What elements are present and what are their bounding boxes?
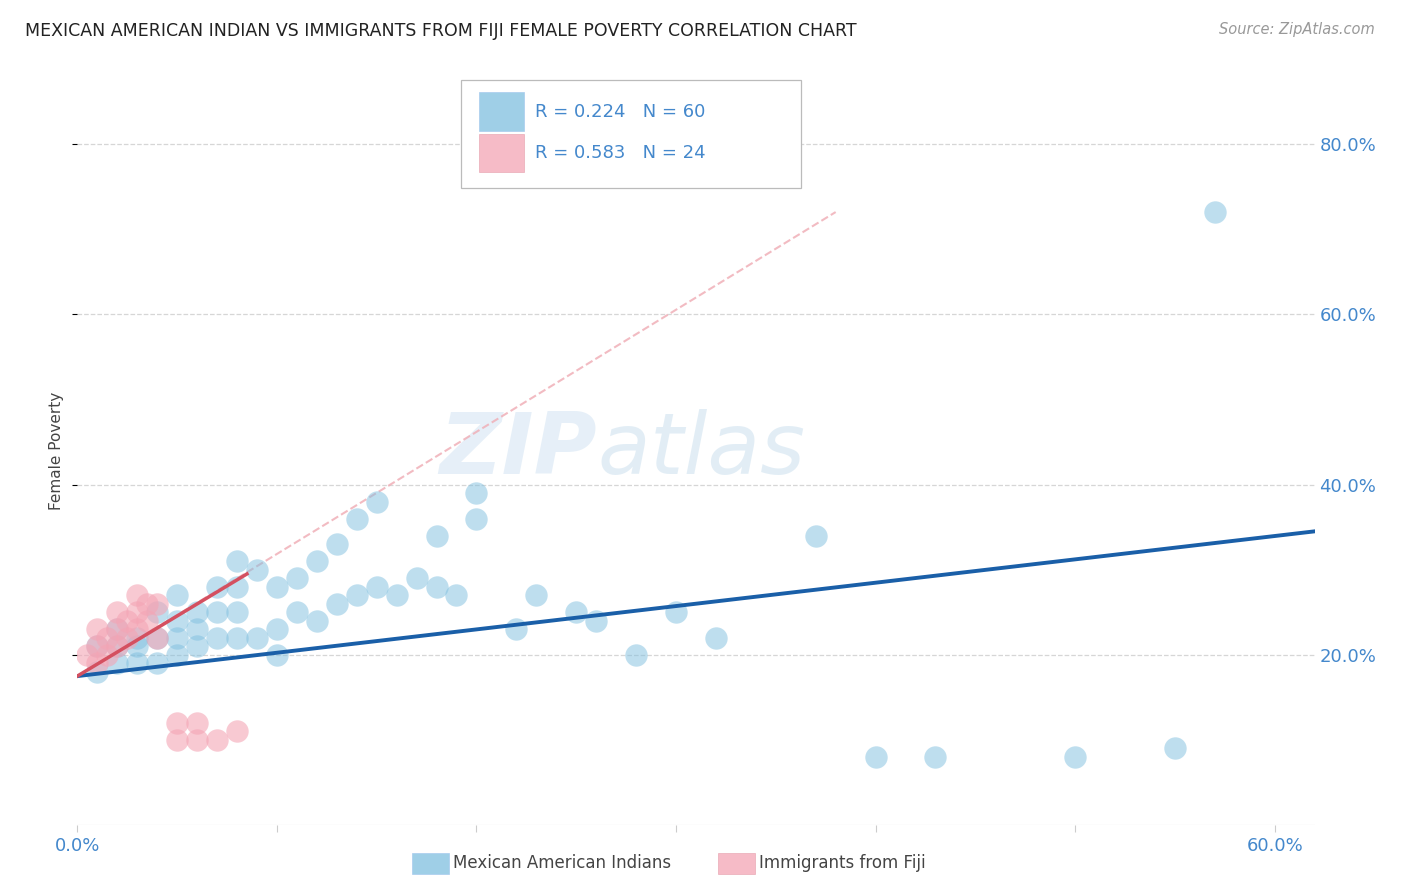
Point <box>127 631 149 645</box>
Point <box>205 631 228 645</box>
Point <box>86 622 108 636</box>
Point <box>804 528 827 542</box>
Point <box>105 622 128 636</box>
Point <box>505 622 527 636</box>
Point <box>585 614 607 628</box>
Point <box>1164 741 1187 756</box>
Point <box>326 597 349 611</box>
Point <box>166 648 188 662</box>
Text: Mexican American Indians: Mexican American Indians <box>453 855 671 872</box>
Point <box>136 614 159 628</box>
Point <box>205 580 228 594</box>
Point <box>96 631 118 645</box>
Point <box>226 631 249 645</box>
Point <box>226 605 249 619</box>
Point <box>146 657 169 671</box>
Point <box>105 605 128 619</box>
Text: R = 0.583   N = 24: R = 0.583 N = 24 <box>536 144 706 162</box>
Point <box>704 631 727 645</box>
Point <box>405 571 427 585</box>
Point <box>226 724 249 739</box>
Point <box>127 605 149 619</box>
Point <box>166 733 188 747</box>
Point <box>86 640 108 654</box>
Point <box>266 622 288 636</box>
FancyBboxPatch shape <box>479 92 524 131</box>
Point <box>76 648 98 662</box>
Point <box>465 486 488 500</box>
Point <box>186 733 208 747</box>
Point <box>226 554 249 568</box>
Point <box>105 622 128 636</box>
Point <box>146 605 169 619</box>
Point <box>246 563 269 577</box>
Point <box>205 733 228 747</box>
Point <box>166 588 188 602</box>
Point <box>115 614 138 628</box>
Point <box>96 648 118 662</box>
Text: atlas: atlas <box>598 409 806 492</box>
Point <box>146 631 169 645</box>
Point <box>246 631 269 645</box>
Point <box>166 715 188 730</box>
Point <box>127 622 149 636</box>
Text: Immigrants from Fiji: Immigrants from Fiji <box>759 855 927 872</box>
Point <box>425 528 447 542</box>
Point <box>86 640 108 654</box>
FancyBboxPatch shape <box>479 134 524 172</box>
Point <box>186 622 208 636</box>
Point <box>105 640 128 654</box>
Point <box>446 588 468 602</box>
Point <box>385 588 408 602</box>
Point <box>305 614 328 628</box>
Point <box>346 511 368 525</box>
Point <box>105 657 128 671</box>
Text: R = 0.224   N = 60: R = 0.224 N = 60 <box>536 103 706 120</box>
Point <box>166 631 188 645</box>
Point <box>624 648 647 662</box>
Point <box>105 640 128 654</box>
Point <box>127 588 149 602</box>
Point <box>186 640 208 654</box>
Point <box>924 750 946 764</box>
Point <box>226 580 249 594</box>
Point <box>186 715 208 730</box>
Point <box>366 580 388 594</box>
Text: Source: ZipAtlas.com: Source: ZipAtlas.com <box>1219 22 1375 37</box>
Point <box>166 614 188 628</box>
Point <box>285 605 308 619</box>
Point <box>326 537 349 551</box>
Point <box>865 750 887 764</box>
Point <box>465 511 488 525</box>
Point <box>366 494 388 508</box>
Point <box>127 657 149 671</box>
Text: MEXICAN AMERICAN INDIAN VS IMMIGRANTS FROM FIJI FEMALE POVERTY CORRELATION CHART: MEXICAN AMERICAN INDIAN VS IMMIGRANTS FR… <box>25 22 856 40</box>
Point <box>127 640 149 654</box>
Point <box>346 588 368 602</box>
Point <box>305 554 328 568</box>
Point <box>565 605 588 619</box>
Text: ZIP: ZIP <box>439 409 598 492</box>
Point <box>146 597 169 611</box>
Point <box>266 580 288 594</box>
Point <box>136 597 159 611</box>
Point <box>186 605 208 619</box>
Point <box>665 605 688 619</box>
Point <box>266 648 288 662</box>
Point <box>205 605 228 619</box>
Point <box>86 657 108 671</box>
Point <box>1064 750 1087 764</box>
Point <box>86 665 108 679</box>
Y-axis label: Female Poverty: Female Poverty <box>49 392 65 509</box>
Point <box>425 580 447 594</box>
Point <box>524 588 547 602</box>
Point <box>146 631 169 645</box>
Point <box>285 571 308 585</box>
Point <box>1204 205 1226 219</box>
Point <box>115 631 138 645</box>
FancyBboxPatch shape <box>461 79 801 188</box>
